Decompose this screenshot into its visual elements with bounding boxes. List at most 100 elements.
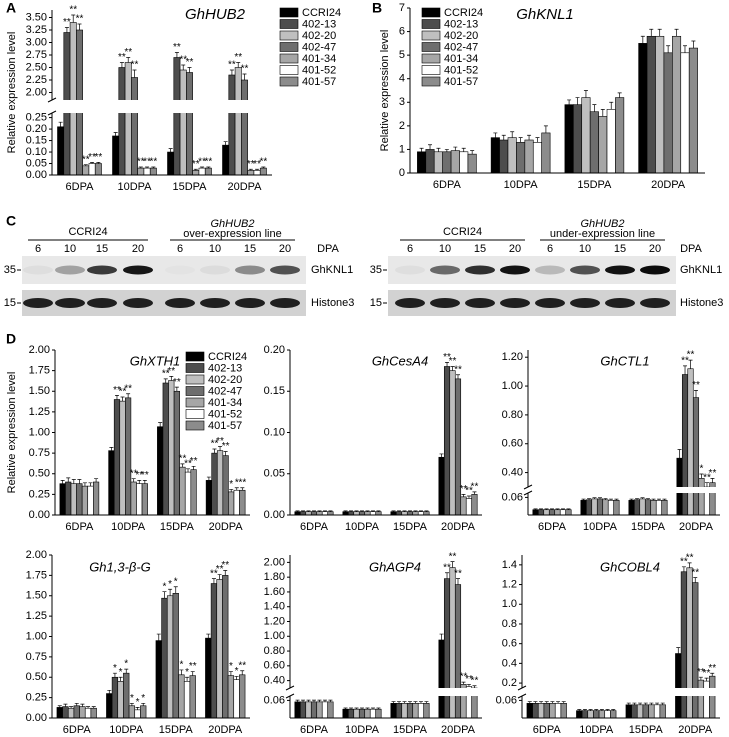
legend-swatch xyxy=(279,30,299,41)
blot-band xyxy=(87,298,117,308)
bar xyxy=(117,681,124,719)
bar xyxy=(358,708,366,719)
bar xyxy=(604,710,611,719)
chart-title: GhAGP4 xyxy=(369,559,421,574)
significance: ** xyxy=(228,60,236,71)
error-bar xyxy=(472,685,477,688)
error-bar xyxy=(676,647,681,654)
axis-break xyxy=(522,487,722,493)
bar xyxy=(222,455,229,516)
group-label: CCRI24 xyxy=(68,226,107,238)
bar xyxy=(442,151,452,174)
significance: * xyxy=(141,693,145,704)
bar xyxy=(526,703,533,719)
bar xyxy=(610,710,617,719)
y-tick-label: 2.00 xyxy=(26,86,47,98)
significance: ** xyxy=(141,470,149,481)
error-bar xyxy=(236,62,241,68)
y-axis-title: Relative expression level xyxy=(6,32,18,154)
y-tick-label: 1.00 xyxy=(264,630,285,642)
blot-band xyxy=(535,298,565,308)
error-bar xyxy=(212,448,217,454)
band-label: Histone3 xyxy=(680,297,723,309)
bar xyxy=(692,397,700,516)
error-bar xyxy=(413,701,418,704)
error-bar xyxy=(649,28,654,37)
bar xyxy=(65,481,72,516)
significance: ** xyxy=(443,352,451,363)
significance: ** xyxy=(708,663,716,674)
error-bar xyxy=(223,451,228,456)
bar xyxy=(697,679,705,719)
error-bar xyxy=(301,510,306,512)
error-bar xyxy=(391,510,396,512)
bar xyxy=(543,509,550,516)
error-bar xyxy=(306,699,311,702)
significance: ** xyxy=(247,159,255,170)
error-bar xyxy=(82,482,87,487)
bar xyxy=(234,67,242,176)
error-bar xyxy=(698,676,703,681)
error-bar xyxy=(450,561,455,568)
significance: ** xyxy=(184,458,192,469)
error-bar xyxy=(69,706,74,709)
error-bar xyxy=(317,510,322,512)
error-bar xyxy=(626,702,631,705)
band-label: Histone3 xyxy=(311,297,354,309)
significance: ** xyxy=(137,157,145,168)
axis-break xyxy=(46,100,274,113)
y-tick-label: 0.00 xyxy=(26,712,47,724)
legend-label: 402-20 xyxy=(302,30,336,42)
y-tick-label: 1.4 xyxy=(502,559,517,571)
blot-band xyxy=(535,265,565,275)
error-bar xyxy=(242,73,247,80)
bar xyxy=(239,489,246,516)
y-tick-label: 3.50 xyxy=(26,11,47,23)
x-tick-label: 20DPA xyxy=(441,521,476,533)
bar xyxy=(438,639,445,719)
error-bar xyxy=(594,709,599,711)
y-axis-title: Relative expression level xyxy=(6,372,18,494)
error-bar xyxy=(248,168,253,171)
significance: ** xyxy=(465,674,473,685)
error-bar xyxy=(605,709,610,711)
error-bar xyxy=(657,28,662,37)
panel-label: D xyxy=(6,331,16,347)
error-bar xyxy=(312,699,316,702)
y-tick-label: 0.15 xyxy=(264,385,285,397)
error-bar xyxy=(360,707,364,710)
bar xyxy=(222,144,230,176)
y-tick-label: 1.00 xyxy=(502,380,523,392)
error-bar xyxy=(674,28,679,37)
y-tick-label: 0.15 xyxy=(26,134,47,146)
error-bar xyxy=(635,498,640,500)
y-axis-title: Relative expression level xyxy=(379,30,391,152)
group-gene: GhHUB2 xyxy=(210,218,254,230)
bar xyxy=(239,674,246,719)
significance: ** xyxy=(238,477,246,488)
error-bar xyxy=(651,498,656,501)
bar xyxy=(140,705,147,719)
bar xyxy=(642,704,649,719)
bar xyxy=(565,509,572,516)
panel-label: B xyxy=(372,0,382,16)
significance: * xyxy=(700,464,704,475)
error-bar xyxy=(306,510,311,512)
error-bar xyxy=(445,362,450,367)
error-bar xyxy=(145,166,150,169)
significance: ** xyxy=(460,672,468,683)
bar xyxy=(67,707,75,719)
legend-label: 402-20 xyxy=(444,30,478,42)
error-bar xyxy=(66,477,71,482)
error-bar xyxy=(168,588,173,596)
error-bar xyxy=(456,578,460,585)
lane-label: 10 xyxy=(64,243,76,255)
error-bar xyxy=(322,510,327,512)
y-tick-label: 0.75 xyxy=(29,447,50,459)
bar xyxy=(216,450,224,516)
significance: ** xyxy=(119,387,127,398)
group-label: over-expression line xyxy=(183,228,281,240)
error-bar xyxy=(561,701,566,704)
bar xyxy=(342,708,349,719)
error-bar xyxy=(132,69,137,78)
